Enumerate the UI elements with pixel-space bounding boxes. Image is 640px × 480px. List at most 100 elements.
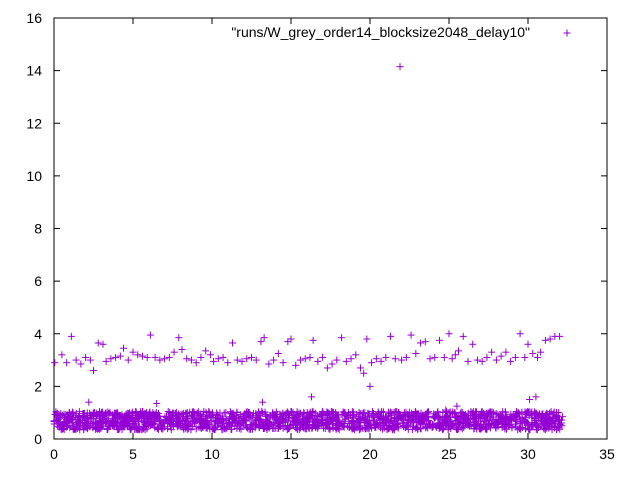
data-point-band bbox=[300, 408, 308, 416]
data-point-band bbox=[276, 410, 284, 418]
data-point bbox=[112, 353, 120, 361]
data-point-band bbox=[434, 420, 442, 428]
data-point-band bbox=[319, 409, 327, 417]
data-point-band bbox=[205, 408, 213, 416]
data-point-band bbox=[109, 412, 117, 420]
data-point-band bbox=[272, 424, 280, 432]
data-point-band bbox=[66, 409, 74, 417]
data-point-band bbox=[525, 425, 533, 433]
data-point bbox=[521, 353, 529, 361]
data-point-band bbox=[213, 417, 221, 425]
data-point-band bbox=[500, 422, 508, 430]
data-point-band bbox=[313, 412, 321, 420]
data-point-band bbox=[243, 407, 251, 415]
data-point bbox=[161, 355, 169, 363]
data-point-band bbox=[133, 424, 141, 432]
data-point-band bbox=[501, 421, 509, 429]
data-point-band bbox=[419, 411, 427, 419]
data-point-band bbox=[209, 414, 217, 422]
data-point bbox=[454, 347, 462, 355]
data-point-band bbox=[532, 415, 540, 423]
data-point-band bbox=[211, 426, 219, 434]
scatter-points bbox=[50, 63, 566, 434]
y-tick-label: 6 bbox=[34, 273, 42, 289]
data-point-band bbox=[470, 422, 478, 430]
data-point-band bbox=[344, 409, 352, 417]
data-point bbox=[58, 351, 66, 359]
data-point-band bbox=[99, 415, 107, 423]
data-point-band bbox=[122, 410, 130, 418]
data-point bbox=[511, 353, 519, 361]
data-point-band bbox=[112, 409, 120, 417]
data-point bbox=[197, 353, 205, 361]
x-tick-label: 25 bbox=[441, 446, 457, 462]
data-point-band bbox=[79, 411, 87, 419]
data-point-band bbox=[410, 414, 418, 422]
data-point-band bbox=[305, 412, 313, 420]
data-point bbox=[537, 348, 545, 356]
x-tick-label: 15 bbox=[283, 446, 299, 462]
data-point-band bbox=[90, 408, 98, 416]
data-point-band bbox=[166, 419, 174, 427]
data-point-band bbox=[76, 417, 84, 425]
data-point bbox=[90, 367, 97, 375]
data-point bbox=[219, 353, 227, 361]
data-point-band bbox=[89, 424, 97, 432]
data-point-band bbox=[348, 408, 356, 416]
data-point bbox=[421, 338, 429, 346]
data-point bbox=[516, 330, 524, 338]
data-point bbox=[306, 353, 314, 361]
data-point-band bbox=[258, 418, 266, 426]
data-point-band bbox=[185, 421, 193, 429]
data-point bbox=[86, 356, 94, 364]
x-tick-label: 10 bbox=[204, 446, 220, 462]
data-point-band bbox=[88, 419, 96, 427]
data-point-band bbox=[169, 423, 177, 431]
data-point bbox=[257, 338, 265, 346]
data-point bbox=[72, 356, 80, 364]
data-point-band bbox=[93, 425, 101, 433]
data-point-band bbox=[471, 421, 479, 429]
data-point bbox=[529, 349, 537, 357]
data-point-band bbox=[240, 414, 248, 422]
data-point-band bbox=[59, 425, 67, 433]
data-point bbox=[120, 344, 128, 352]
data-point bbox=[301, 355, 309, 363]
data-point-band bbox=[69, 422, 77, 430]
data-point-band bbox=[258, 407, 266, 415]
data-point bbox=[252, 356, 260, 364]
data-point bbox=[279, 359, 287, 367]
data-point-band bbox=[556, 416, 564, 424]
data-point bbox=[308, 393, 316, 401]
data-point-band bbox=[151, 420, 159, 428]
data-point bbox=[210, 357, 218, 365]
data-point bbox=[243, 355, 251, 363]
data-point-band bbox=[281, 418, 289, 426]
data-point bbox=[192, 359, 200, 367]
data-point-band bbox=[395, 410, 403, 418]
data-point bbox=[436, 336, 444, 344]
data-point-band bbox=[219, 419, 227, 427]
data-point-band bbox=[87, 415, 95, 423]
data-point bbox=[51, 359, 59, 367]
data-point-band bbox=[100, 412, 108, 420]
data-point-band bbox=[175, 422, 183, 430]
data-point bbox=[151, 353, 159, 361]
data-point bbox=[526, 396, 534, 404]
data-point-band bbox=[59, 421, 67, 429]
data-point-band bbox=[348, 424, 356, 432]
data-point bbox=[183, 355, 191, 363]
x-tick-label: 20 bbox=[362, 446, 378, 462]
data-point-band bbox=[406, 421, 414, 429]
data-point-band bbox=[81, 419, 89, 427]
data-point-band bbox=[161, 423, 169, 431]
data-point-band bbox=[211, 417, 219, 425]
data-point-band bbox=[335, 426, 343, 434]
data-point-band bbox=[542, 412, 550, 420]
data-point-band bbox=[321, 424, 329, 432]
data-point bbox=[138, 352, 146, 360]
data-point bbox=[296, 410, 304, 418]
data-point-band bbox=[312, 422, 320, 430]
data-point-band bbox=[213, 411, 221, 419]
data-point bbox=[507, 357, 515, 365]
